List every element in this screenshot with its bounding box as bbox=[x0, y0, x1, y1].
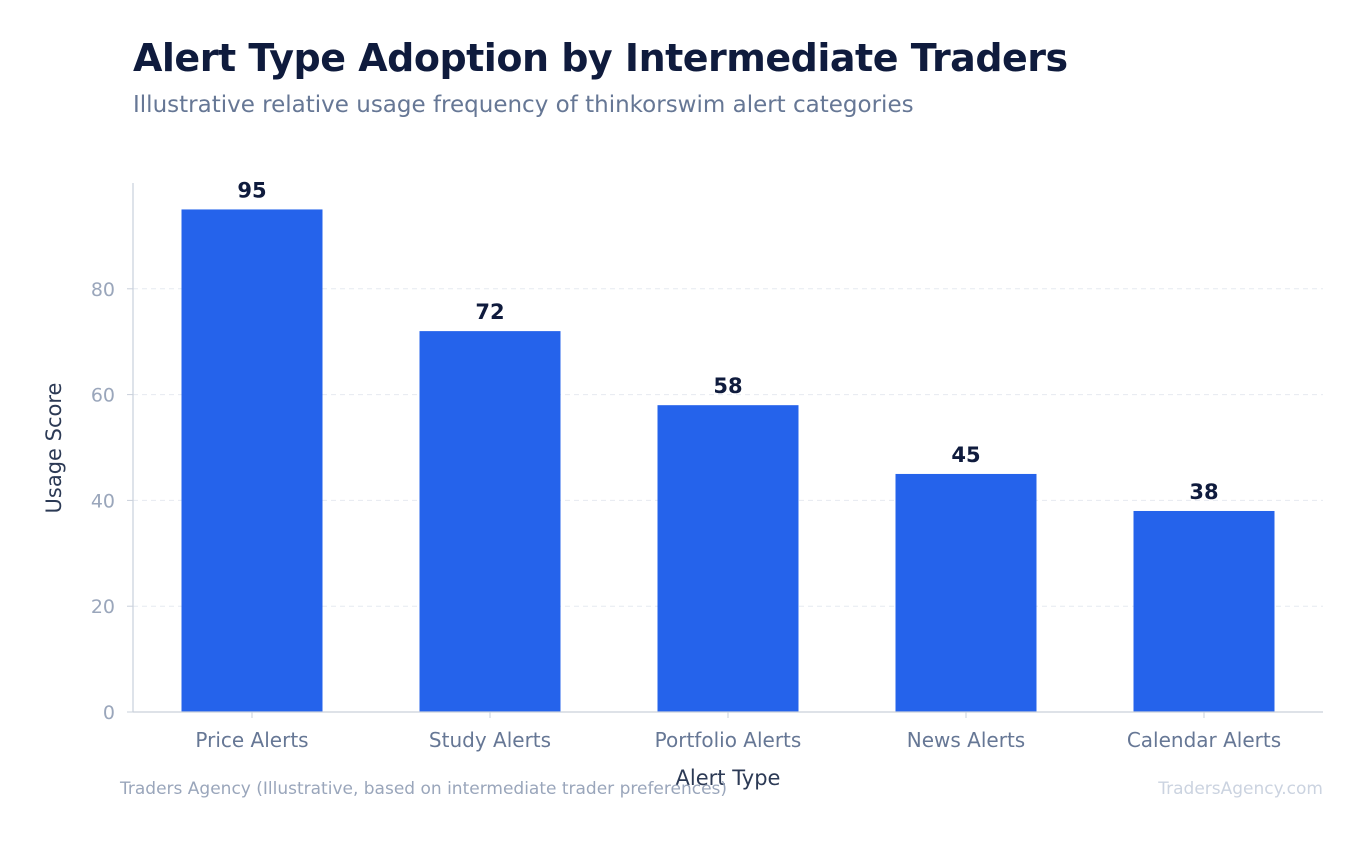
axes-layer bbox=[127, 183, 1323, 718]
data-label: 72 bbox=[475, 300, 504, 324]
labels-layer: 0 20 40 60 80 95 Price Alerts 72 Study Alerts 58 P… bbox=[91, 178, 1281, 752]
x-tick-label: News Alerts bbox=[907, 728, 1025, 752]
x-axis-title: Alert Type bbox=[676, 766, 781, 790]
footer-brand: TradersAgency.com bbox=[1158, 779, 1323, 799]
x-tick-label: Portfolio Alerts bbox=[655, 728, 802, 752]
y-axis-title: Usage Score bbox=[42, 383, 66, 514]
bar bbox=[419, 331, 561, 712]
y-tick-label: 0 bbox=[103, 702, 115, 724]
footer-source: Traders Agency (Illustrative, based on i… bbox=[120, 779, 728, 799]
chart-subtitle: Illustrative relative usage frequency of… bbox=[133, 92, 914, 118]
x-tick-label: Calendar Alerts bbox=[1127, 728, 1281, 752]
data-label: 45 bbox=[951, 443, 980, 467]
x-tick-label: Price Alerts bbox=[195, 728, 308, 752]
y-tick-label: 20 bbox=[91, 596, 115, 618]
data-label: 95 bbox=[237, 178, 266, 202]
y-tick-label: 60 bbox=[91, 385, 115, 407]
bar bbox=[1133, 510, 1275, 712]
y-tick-label: 80 bbox=[91, 279, 115, 301]
data-label: 58 bbox=[713, 374, 742, 398]
bar bbox=[657, 405, 799, 712]
data-label: 38 bbox=[1189, 480, 1218, 504]
y-tick-label: 40 bbox=[91, 490, 115, 512]
bar bbox=[895, 473, 1037, 712]
chart-title: Alert Type Adoption by Intermediate Trad… bbox=[133, 36, 1068, 80]
bar bbox=[181, 209, 323, 712]
bars-layer bbox=[181, 209, 1275, 712]
x-tick-label: Study Alerts bbox=[429, 728, 551, 752]
